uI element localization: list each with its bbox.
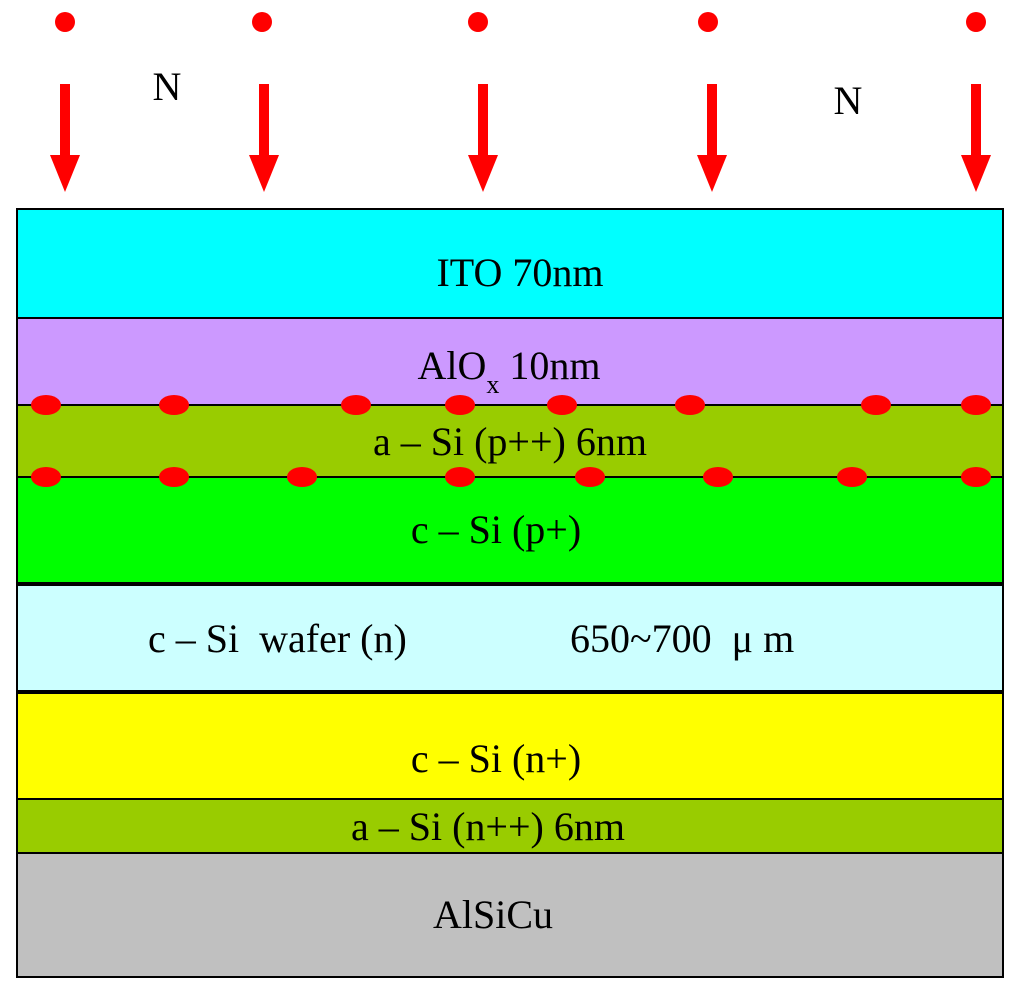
- layer-ito: [16, 208, 1004, 319]
- n-label-right: N: [834, 78, 863, 123]
- interface-atom: [159, 395, 189, 415]
- layer-wafer: [16, 584, 1004, 692]
- layer-a-si-p: [16, 404, 1004, 478]
- alox-suffix: 10nm: [499, 343, 600, 388]
- incoming-atoms: [55, 12, 986, 32]
- layers: [16, 208, 1004, 978]
- layer-c-si-n: [16, 692, 1004, 800]
- interface-atom: [445, 395, 475, 415]
- layer-label-wafer: c – Si wafer (n): [148, 616, 407, 661]
- interface-atom: [31, 467, 61, 487]
- layer-label-alox: AlOx 10nm: [417, 343, 600, 399]
- interface-atom: [703, 467, 733, 487]
- interface-atoms-upper: [31, 395, 991, 415]
- layer-label-c-si-p: c – Si (p+): [411, 507, 581, 552]
- interface-atom: [961, 395, 991, 415]
- layer-label-c-si-n: c – Si (n+): [411, 736, 581, 781]
- layer-a-si-n: [16, 798, 1004, 854]
- interface-atom: [961, 467, 991, 487]
- interface-atom: [675, 395, 705, 415]
- incoming-atom: [698, 12, 718, 32]
- interface-atom: [159, 467, 189, 487]
- incoming-atom: [966, 12, 986, 32]
- down-arrow-icon: [697, 84, 727, 192]
- layer-alsicu: [16, 852, 1004, 978]
- incoming-atom: [252, 12, 272, 32]
- layer-label-wafer-thickness: 650~700 μ m: [570, 616, 794, 661]
- layer-label-alsicu: AlSiCu: [433, 892, 553, 937]
- alox-subscript: x: [486, 370, 499, 399]
- layer-c-si-p: [16, 476, 1004, 584]
- down-arrow-icon: [50, 84, 80, 192]
- interface-atom: [547, 395, 577, 415]
- interface-atom: [861, 395, 891, 415]
- interface-atoms-lower: [31, 467, 991, 487]
- interface-atom: [837, 467, 867, 487]
- interface-atom: [445, 467, 475, 487]
- incoming-atom: [468, 12, 488, 32]
- interface-atom: [341, 395, 371, 415]
- n-label-left: N: [153, 64, 182, 109]
- layer-label-ito: ITO 70nm: [436, 250, 603, 295]
- down-arrow-icon: [961, 84, 991, 192]
- layer-label-a-si-p: a – Si (p++) 6nm: [373, 419, 647, 464]
- interface-atom: [31, 395, 61, 415]
- interface-atom: [287, 467, 317, 487]
- incoming-atom: [55, 12, 75, 32]
- layer-alox: [16, 317, 1004, 406]
- interface-atom: [575, 467, 605, 487]
- layer-label-a-si-n: a – Si (n++) 6nm: [351, 804, 625, 849]
- alox-main: AlO: [417, 343, 486, 388]
- down-arrow-icon: [249, 84, 279, 192]
- down-arrows: [50, 84, 991, 192]
- down-arrow-icon: [468, 84, 498, 192]
